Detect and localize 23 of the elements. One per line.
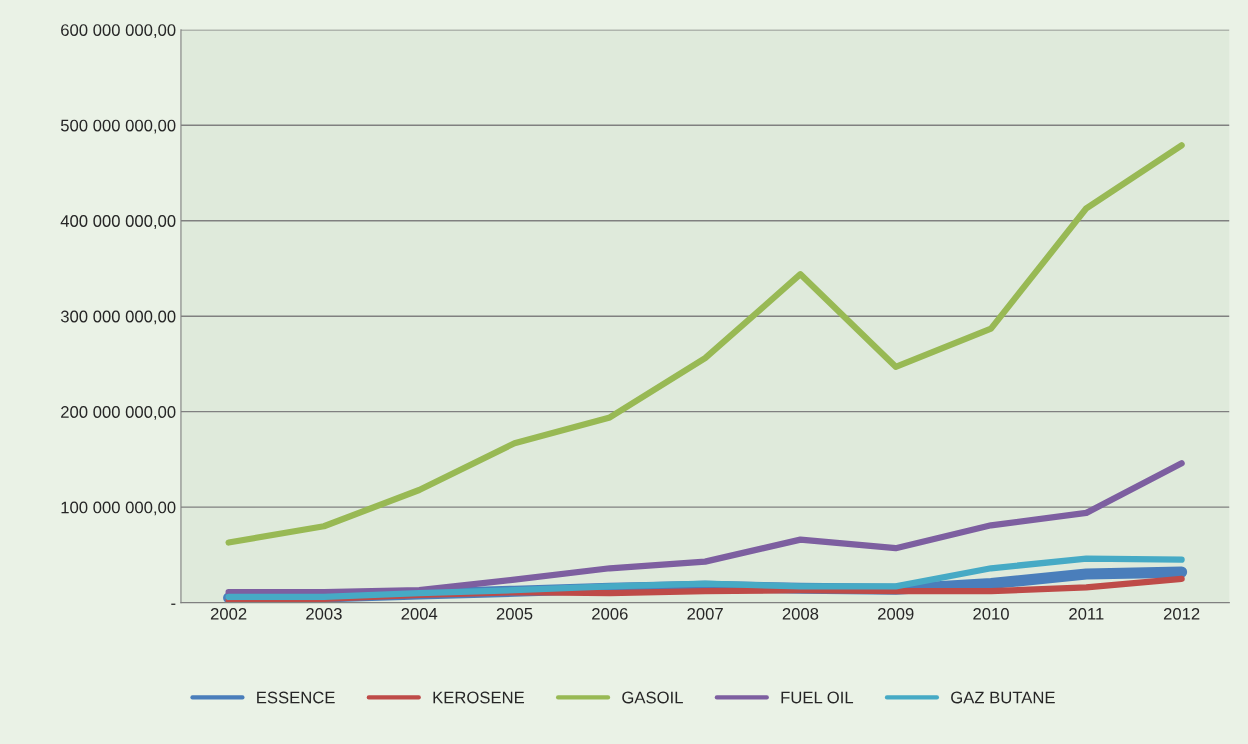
x-tick-label: 2002 (210, 607, 247, 620)
y-tick-label: - (171, 603, 176, 605)
x-tick-label: 2005 (496, 607, 533, 620)
legend-label: FUEL OIL (781, 691, 854, 704)
legend-label: ESSENCE (257, 691, 335, 704)
x-tick-label: 2009 (878, 607, 914, 620)
y-tick-label: 600 000 000,00 (61, 24, 176, 38)
x-tick-label: 2011 (1069, 607, 1104, 620)
x-tick-label: 2003 (306, 607, 342, 620)
y-tick-label: 300 000 000,00 (60, 310, 176, 325)
legend-label: KEROSENE (433, 691, 525, 704)
legend-label: GASOIL (622, 691, 683, 704)
y-tick-label: 100 000 000,00 (61, 501, 176, 516)
x-tick-label: 2010 (973, 607, 1009, 620)
y-tick-label: 400 000 000,00 (60, 215, 176, 229)
y-tick-label: 200 000 000,00 (61, 406, 176, 420)
y-tick-label: 500 000 000,00 (60, 119, 176, 134)
x-tick-label: 2004 (401, 607, 438, 620)
legend-label: GAZ BUTANE (951, 691, 1055, 704)
x-tick-label: 2012 (1163, 607, 1200, 620)
x-tick-label: 2007 (687, 607, 723, 620)
x-tick-label: 2006 (592, 607, 628, 620)
x-tick-label: 2008 (782, 607, 819, 620)
